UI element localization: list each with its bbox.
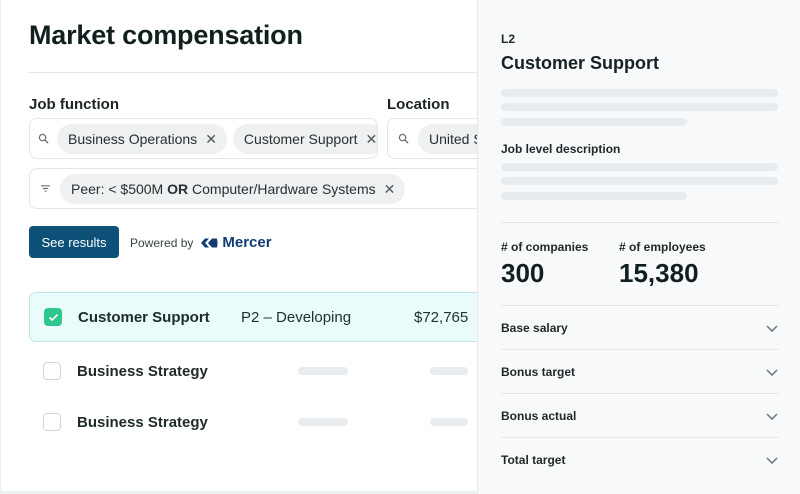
chip-label: Peer: < $500M OR Computer/Hardware Syste… bbox=[71, 181, 376, 197]
accordion-base-salary[interactable]: Base salary bbox=[501, 306, 779, 350]
employees-value: 15,380 bbox=[619, 258, 699, 288]
panel-divider bbox=[501, 437, 779, 438]
job-level-code: L2 bbox=[501, 32, 516, 46]
peer-operator: OR bbox=[167, 180, 189, 197]
chevron-down-icon bbox=[765, 453, 779, 467]
mercer-logo-icon bbox=[201, 238, 218, 247]
loading-placeholder bbox=[501, 192, 687, 200]
table-row[interactable]: Business Strategy bbox=[29, 397, 489, 447]
chevron-down-icon bbox=[765, 409, 779, 423]
close-icon[interactable]: ✕ bbox=[205, 130, 217, 147]
table-row[interactable]: Customer Support P2 – Developing $72,765 bbox=[29, 292, 489, 342]
page-title: Market compensation bbox=[29, 20, 303, 50]
accordion-label: Total target bbox=[501, 453, 566, 467]
chip-customer-support: Customer Support ✕ bbox=[232, 123, 378, 154]
chevron-down-icon bbox=[765, 365, 779, 379]
accordion-label: Base salary bbox=[501, 321, 568, 335]
accordion-bonus-actual[interactable]: Bonus actual bbox=[501, 394, 779, 438]
accordion-bonus-target[interactable]: Bonus target bbox=[501, 350, 779, 394]
search-icon bbox=[396, 132, 410, 146]
brand-name: Mercer bbox=[222, 234, 272, 251]
loading-placeholder bbox=[430, 418, 468, 426]
job-level-description-heading: Job level description bbox=[501, 142, 621, 156]
loading-placeholder bbox=[501, 177, 778, 185]
panel-divider bbox=[501, 222, 779, 223]
employees-label: # of employees bbox=[619, 240, 706, 254]
chip-peer-group: Peer: < $500M OR Computer/Hardware Syste… bbox=[60, 173, 406, 204]
loading-placeholder bbox=[501, 163, 778, 171]
see-results-button[interactable]: See results bbox=[29, 226, 119, 258]
chip-label: United S bbox=[429, 130, 483, 147]
companies-value: 300 bbox=[501, 258, 545, 288]
powered-by: Powered by Mercer bbox=[130, 234, 272, 251]
row-salary: $72,765 bbox=[414, 308, 469, 326]
filter-icon bbox=[38, 182, 52, 196]
check-icon bbox=[48, 313, 58, 321]
chevron-down-icon bbox=[765, 321, 779, 335]
loading-placeholder bbox=[298, 367, 348, 375]
peer-suffix: Computer/Hardware Systems bbox=[192, 180, 376, 197]
row-checkbox[interactable] bbox=[43, 413, 61, 431]
search-icon bbox=[38, 132, 49, 146]
chip-label: Business Operations bbox=[68, 130, 198, 147]
job-function-input[interactable]: Business Operations ✕ Customer Support ✕ bbox=[29, 118, 378, 159]
loading-placeholder bbox=[501, 89, 778, 97]
close-icon[interactable]: ✕ bbox=[365, 130, 378, 147]
row-job-name: Business Strategy bbox=[77, 413, 208, 431]
panel-divider bbox=[501, 349, 779, 350]
accordion-label: Bonus actual bbox=[501, 409, 577, 423]
row-checkbox[interactable] bbox=[44, 308, 62, 326]
panel-divider bbox=[501, 305, 779, 306]
peer-prefix: Peer: < $500M bbox=[71, 180, 164, 197]
loading-placeholder bbox=[501, 103, 778, 111]
job-function-label: Job function bbox=[29, 96, 119, 113]
panel-divider bbox=[501, 393, 779, 394]
chip-label: Customer Support bbox=[243, 130, 358, 147]
accordion-total-target[interactable]: Total target bbox=[501, 438, 779, 482]
loading-placeholder bbox=[501, 118, 687, 126]
loading-placeholder bbox=[430, 367, 468, 375]
row-job-name: Customer Support bbox=[78, 308, 210, 326]
loading-placeholder bbox=[298, 418, 348, 426]
detail-title: Customer Support bbox=[501, 53, 660, 73]
row-job-name: Business Strategy bbox=[77, 362, 208, 380]
companies-label: # of companies bbox=[501, 240, 589, 254]
powered-by-label: Powered by bbox=[130, 235, 194, 250]
table-row[interactable]: Business Strategy bbox=[29, 346, 489, 396]
title-divider bbox=[29, 72, 489, 73]
peer-filter-input[interactable]: Peer: < $500M OR Computer/Hardware Syste… bbox=[29, 168, 499, 209]
location-label: Location bbox=[387, 96, 450, 113]
detail-panel: L2 Customer Support Job level descriptio… bbox=[477, 0, 800, 494]
mercer-logo: Mercer bbox=[199, 234, 272, 251]
row-job-level: P2 – Developing bbox=[241, 308, 352, 326]
close-icon[interactable]: ✕ bbox=[383, 180, 396, 197]
row-checkbox[interactable] bbox=[43, 362, 61, 380]
accordion-label: Bonus target bbox=[501, 365, 576, 379]
chip-business-operations: Business Operations ✕ bbox=[57, 123, 227, 154]
